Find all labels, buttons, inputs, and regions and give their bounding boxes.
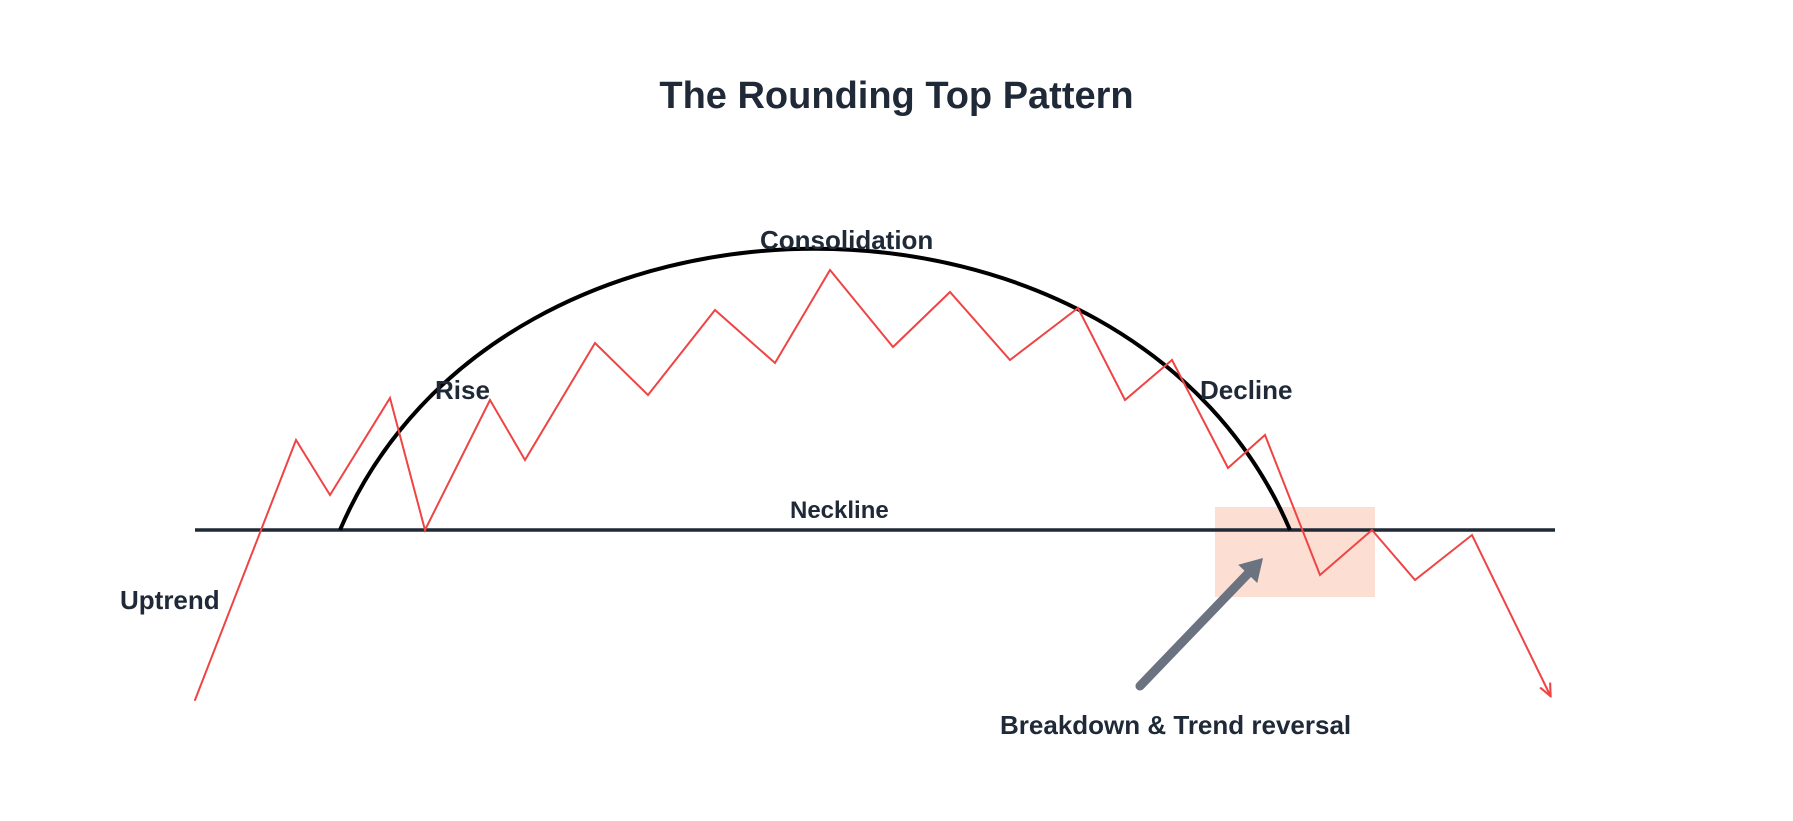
label-breakdown: Breakdown & Trend reversal (1000, 710, 1351, 741)
price-line (195, 270, 1550, 700)
label-rise: Rise (435, 375, 490, 406)
label-uptrend: Uptrend (120, 585, 220, 616)
label-decline: Decline (1200, 375, 1293, 406)
diagram-container: The Rounding Top Pattern Uptrend Rise Co… (0, 0, 1793, 821)
label-consolidation: Consolidation (760, 225, 933, 256)
diagram-svg (0, 0, 1793, 821)
pointer-arrow-shaft (1140, 572, 1249, 686)
label-neckline: Neckline (790, 497, 889, 525)
